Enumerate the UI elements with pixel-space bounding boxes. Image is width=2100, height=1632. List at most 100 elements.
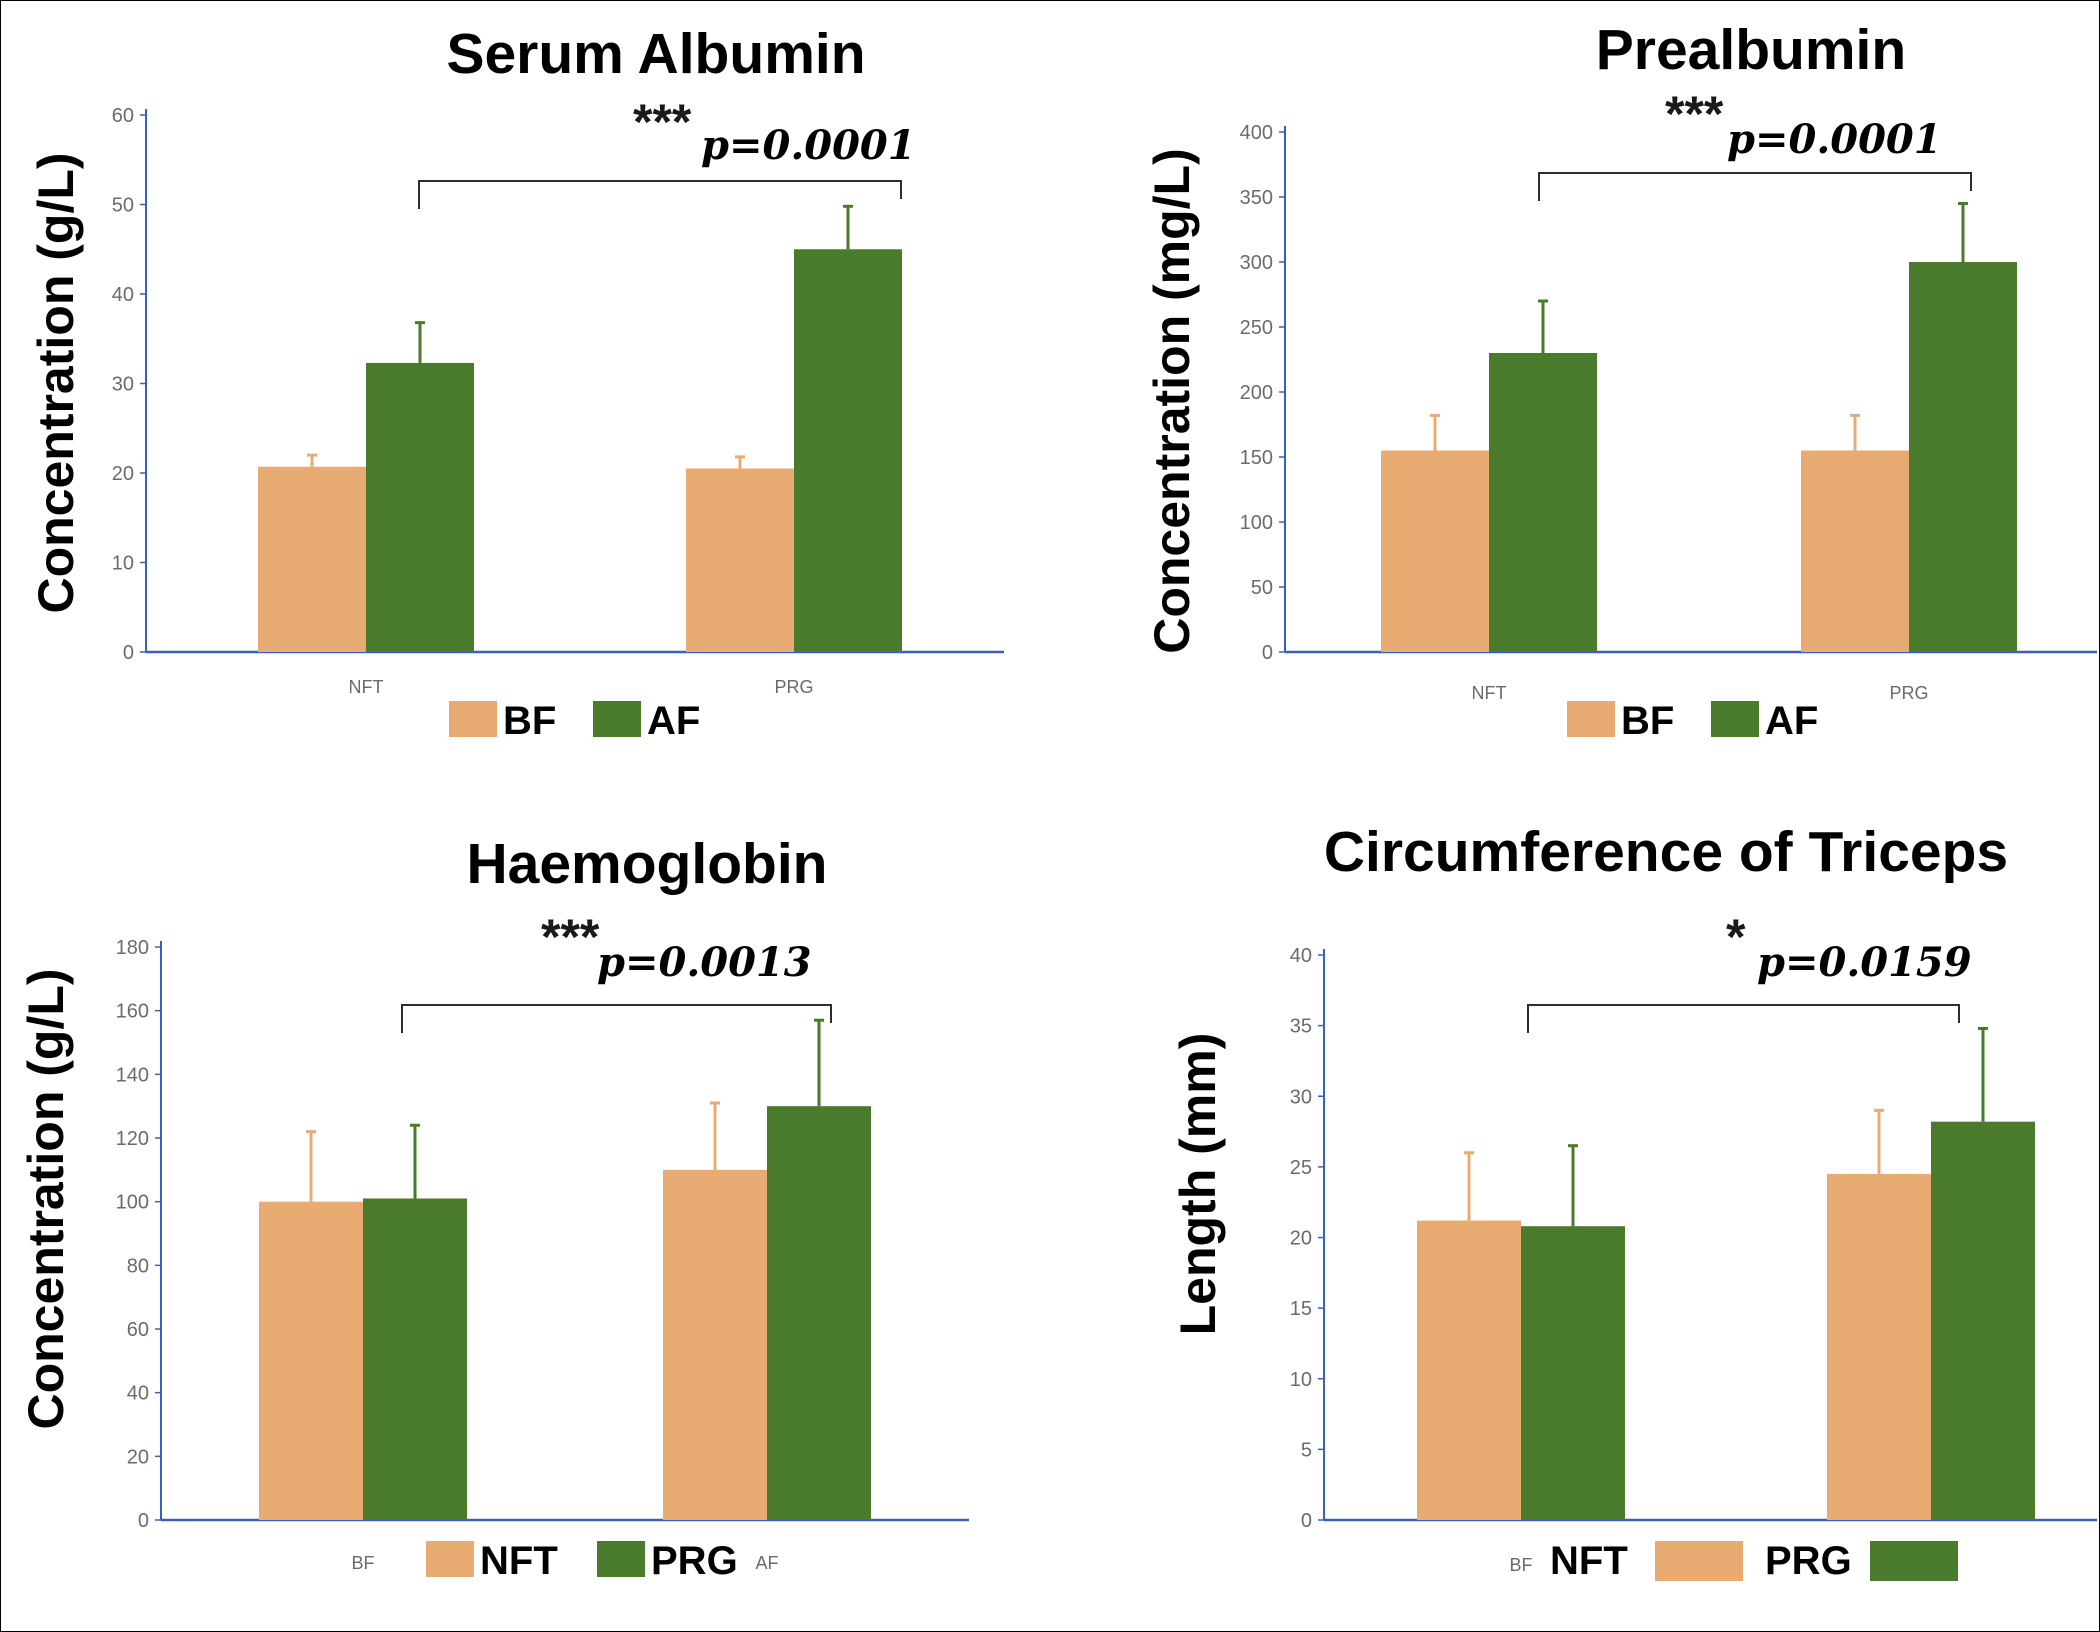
significance-stars: * — [1726, 909, 1746, 965]
y-tick-label: 25 — [1290, 1157, 1312, 1179]
legend: NFT PRG — [1550, 1539, 1958, 1583]
significance-bracket — [1538, 172, 1972, 201]
x-category-label: PRG — [1889, 683, 1928, 703]
y-tick-label: 0 — [1301, 1510, 1312, 1532]
y-tick-label: 20 — [127, 1446, 149, 1468]
chart-panel-1: Serum Albumin Concentration (g/L) 0 10 20 30 4… — [28, 22, 1004, 743]
chart-title: Serum Albumin — [446, 22, 865, 86]
bar-bf-nft — [1381, 450, 1489, 652]
y-axis-label: Length (mm) — [1170, 1033, 1226, 1336]
legend-swatch-prg — [1870, 1541, 1958, 1581]
y-tick-label: 60 — [127, 1319, 149, 1341]
y-tick-label: 150 — [1240, 447, 1273, 469]
y-tick-label: 30 — [1290, 1086, 1312, 1108]
y-tick-label: 40 — [1290, 945, 1312, 967]
legend-swatch-bf — [1567, 701, 1615, 737]
y-tick-label: 40 — [112, 284, 134, 306]
bar-prg-bf — [1521, 1226, 1625, 1520]
legend-label-prg: PRG — [1765, 1539, 1852, 1583]
chart-panel-4: Circumference of Triceps Length (mm) 0 5 10 1… — [1170, 820, 2097, 1583]
y-tick-label: 0 — [138, 1510, 149, 1532]
legend-label-prg: PRG — [651, 1539, 738, 1583]
legend: BF AF — [449, 699, 700, 743]
legend-swatch-bf — [449, 701, 497, 737]
y-tick-label: 5 — [1301, 1439, 1312, 1461]
bar-prg-af — [767, 1106, 871, 1520]
y-tick-label: 35 — [1290, 1016, 1312, 1038]
chart-panel-3: Haemoglobin Concentration (g/L) 0 20 40 60 80 1… — [18, 832, 969, 1583]
y-tick-label: 100 — [116, 1192, 149, 1214]
y-tick-label: 300 — [1240, 252, 1273, 274]
bar-af-prg — [1909, 262, 2017, 652]
y-tick-label: 0 — [123, 642, 134, 664]
legend-label-bf: BF — [503, 699, 556, 743]
y-tick-label: 0 — [1262, 642, 1273, 664]
y-tick-label: 60 — [112, 105, 134, 127]
x-category-label: PRG — [774, 677, 813, 697]
y-tick-label: 160 — [116, 1001, 149, 1023]
p-value-label: p=0.0001 — [701, 122, 916, 169]
y-tick-label: 40 — [127, 1383, 149, 1405]
legend-label-nft: NFT — [1550, 1539, 1628, 1583]
y-tick-label: 15 — [1290, 1298, 1312, 1320]
y-tick-label: 50 — [112, 195, 134, 217]
significance-stars: *** — [1665, 86, 1724, 142]
y-tick-label: 100 — [1240, 512, 1273, 534]
x-category-label: BF — [1509, 1555, 1532, 1575]
legend-swatch-prg — [597, 1541, 645, 1577]
legend-swatch-nft — [1655, 1541, 1743, 1581]
y-tick-label: 30 — [112, 374, 134, 396]
y-tick-label: 400 — [1240, 122, 1273, 144]
chart-title: Prealbumin — [1596, 18, 1906, 82]
significance-bracket — [401, 1004, 832, 1033]
bar-af-nft — [1489, 353, 1597, 652]
legend-label-af: AF — [1765, 699, 1818, 743]
y-axis-label: Concentration (g/L) — [28, 152, 84, 613]
y-tick-label: 250 — [1240, 317, 1273, 339]
legend-swatch-af — [593, 701, 641, 737]
bar-nft-bf — [1417, 1220, 1521, 1520]
x-category-label: NFT — [1472, 683, 1507, 703]
chart-panel-2: Prealbumin Concentration (mg/L) 0 50 100 150 2… — [1144, 18, 2097, 743]
legend-label-bf: BF — [1621, 699, 1674, 743]
bar-bf-prg — [686, 468, 794, 652]
y-tick-label: 20 — [1290, 1228, 1312, 1250]
y-tick-label: 200 — [1240, 382, 1273, 404]
bar-prg-bf — [363, 1198, 467, 1520]
y-tick-label: 20 — [112, 463, 134, 485]
bar-af-prg — [794, 249, 902, 652]
x-category-label: BF — [351, 1553, 374, 1573]
significance-bracket — [418, 180, 902, 209]
p-value-label: p=0.0013 — [597, 939, 812, 986]
bar-af-nft — [366, 362, 474, 652]
legend: BF AF — [1567, 699, 1818, 743]
bar-bf-nft — [258, 466, 366, 652]
legend: NFT PRG — [426, 1539, 738, 1583]
bar-nft-af — [1827, 1173, 1931, 1520]
bar-prg-af — [1931, 1121, 2035, 1520]
bar-nft-bf — [259, 1201, 363, 1520]
y-axis-label: Concentration (mg/L) — [1144, 148, 1200, 654]
significance-stars: *** — [633, 94, 692, 150]
bar-bf-prg — [1801, 450, 1909, 652]
x-category-label: NFT — [349, 677, 384, 697]
p-value-label: p=0.0159 — [1757, 939, 1972, 986]
legend-swatch-nft — [426, 1541, 474, 1577]
legend-swatch-af — [1711, 701, 1759, 737]
y-tick-label: 10 — [1290, 1369, 1312, 1391]
legend-label-af: AF — [647, 699, 700, 743]
y-tick-label: 120 — [116, 1128, 149, 1150]
y-tick-label: 140 — [116, 1064, 149, 1086]
y-tick-label: 50 — [1251, 577, 1273, 599]
p-value-label: p=0.0001 — [1727, 116, 1942, 163]
y-tick-label: 180 — [116, 937, 149, 959]
y-tick-label: 10 — [112, 553, 134, 575]
y-tick-label: 350 — [1240, 187, 1273, 209]
x-category-label: AF — [755, 1553, 778, 1573]
legend-label-nft: NFT — [480, 1539, 558, 1583]
y-axis-label: Concentration (g/L) — [18, 968, 74, 1429]
y-tick-label: 80 — [127, 1255, 149, 1277]
bar-nft-af — [663, 1169, 767, 1520]
